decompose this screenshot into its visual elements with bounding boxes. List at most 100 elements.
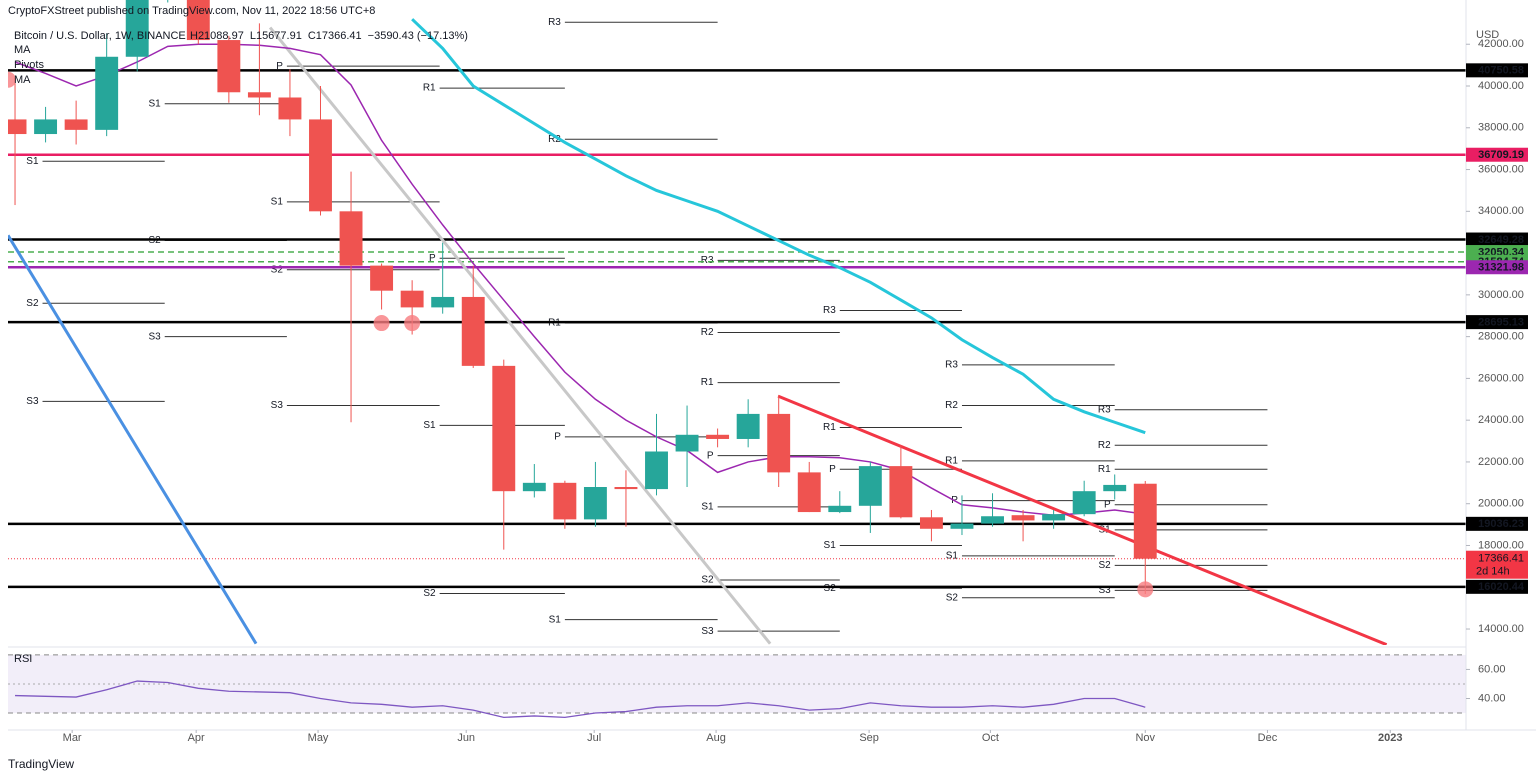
candle-body (1072, 491, 1096, 515)
x-tick-label: Aug (706, 732, 726, 744)
candle-body (553, 482, 577, 520)
candle-body (34, 119, 58, 135)
pivot-label: R1 (823, 422, 836, 433)
candle-body (675, 434, 699, 452)
symbol: Bitcoin / U.S. Dollar, 1W, BINANCE (14, 30, 186, 42)
candle-body (950, 523, 974, 529)
pivot-label: S2 (271, 264, 284, 275)
candle-body (706, 434, 730, 439)
candle-body (645, 451, 668, 490)
x-tick-label: Dec (1258, 732, 1278, 744)
moving-average (411, 18, 1146, 435)
pivot-label: R3 (823, 305, 836, 316)
candle-body (8, 119, 27, 135)
pivot-label: S2 (1098, 560, 1111, 571)
candle-body (309, 119, 332, 212)
x-tick-label: Jul (587, 732, 601, 744)
pivot-label: P (554, 432, 561, 443)
y-tick-label: 26000.00 (1478, 372, 1524, 384)
y-tick-label: 42000.00 (1478, 38, 1524, 50)
pivot-label: R2 (548, 134, 561, 145)
level-label: 40750.58 (1478, 65, 1524, 77)
trendline (8, 234, 258, 645)
countdown-label: 2d 14h (1476, 566, 1510, 578)
candle-body (339, 211, 363, 266)
level-label: 28695.13 (1478, 317, 1524, 329)
pivot-label: S2 (946, 592, 959, 603)
x-tick-label: Sep (859, 732, 879, 744)
pivot-label: S1 (946, 551, 959, 562)
candle-body (1103, 484, 1127, 492)
pivot-label: S3 (148, 331, 161, 342)
pivot-label: S3 (271, 400, 284, 411)
rsi-tick-label: 60.00 (1478, 663, 1506, 675)
level-label: 16020.44 (1478, 581, 1525, 593)
pivot-label: S2 (423, 588, 436, 599)
pivot-label: P (829, 464, 836, 475)
level-label-box (1466, 260, 1528, 275)
y-tick-label: 40000.00 (1478, 80, 1524, 92)
candle-body (919, 517, 943, 529)
x-tick-label: Mar (63, 732, 82, 744)
trendline (268, 26, 772, 645)
x-tick-label: Nov (1135, 732, 1155, 744)
candle-body (278, 97, 302, 120)
level-label-box (1466, 232, 1528, 247)
y-tick-label: 28000.00 (1478, 331, 1524, 343)
candle-body (431, 296, 455, 308)
main-pane: S1 S2 S3 S1 S2 S3 P S1 S2 S3 R1 P S1 S2 R3 R2 R1 P S1 R3 R2 R… (8, 0, 1466, 645)
y-tick-label: 14000.00 (1478, 623, 1524, 635)
publisher: CryptoFXStreet published on TradingView.… (8, 5, 375, 17)
legend-ma: MA (14, 74, 31, 86)
candle-body (95, 56, 119, 130)
x-tick-label: Jun (457, 732, 475, 744)
pivot-label: R3 (945, 359, 958, 370)
pivot-label: S1 (423, 420, 436, 431)
x-tick-label: Apr (188, 732, 205, 744)
y-tick-label: 18000.00 (1478, 539, 1524, 551)
pivot-label: S2 (824, 583, 837, 594)
pivot-label: P (707, 450, 714, 461)
level-label-box (1466, 147, 1528, 162)
candle-body (889, 466, 913, 518)
pivot-label: R1 (423, 83, 436, 94)
pivot-label: R1 (945, 456, 958, 467)
candle-body (736, 413, 760, 439)
pivot-label: R2 (701, 327, 714, 338)
candle-body (186, 0, 210, 41)
marker (1137, 581, 1154, 598)
pivot-label: P (276, 61, 283, 72)
current-price-box (1466, 550, 1528, 579)
level-label: 36709.19 (1478, 149, 1524, 161)
pivot-label: R2 (1098, 440, 1111, 451)
candle-body (858, 466, 882, 506)
y-tick-label: 24000.00 (1478, 414, 1524, 426)
pivot-label: P (429, 253, 436, 264)
marker (373, 315, 390, 332)
level-label-box (1466, 63, 1528, 78)
candle-body (1133, 483, 1157, 559)
ohlc-label: −3590.43 (−17.13%) (368, 30, 468, 42)
x-tick-label: Oct (982, 732, 999, 744)
current-price-label: 17366.41 (1478, 553, 1524, 565)
y-tick-label: 20000.00 (1478, 498, 1524, 510)
pivot-label: R3 (701, 255, 714, 266)
ohlc-label: L15677.91 (250, 30, 302, 42)
candle-body (1011, 515, 1035, 521)
candle-body (981, 516, 1004, 524)
x-tick-label: 2023 (1378, 732, 1402, 744)
level-label-box (1466, 315, 1528, 330)
candle-body (583, 487, 607, 520)
pivot-label: S1 (824, 540, 837, 551)
rsi-line (15, 680, 1146, 719)
level-label-box (1466, 516, 1528, 531)
pivot-label: R1 (1098, 464, 1111, 475)
legend-pivots: Pivots (14, 59, 44, 71)
pivot-label: R2 (945, 400, 958, 411)
pivot-label: S2 (26, 298, 39, 309)
pivot-label: S1 (701, 501, 714, 512)
level-label: 31321.98 (1478, 262, 1524, 274)
x-tick-label: May (308, 732, 329, 744)
